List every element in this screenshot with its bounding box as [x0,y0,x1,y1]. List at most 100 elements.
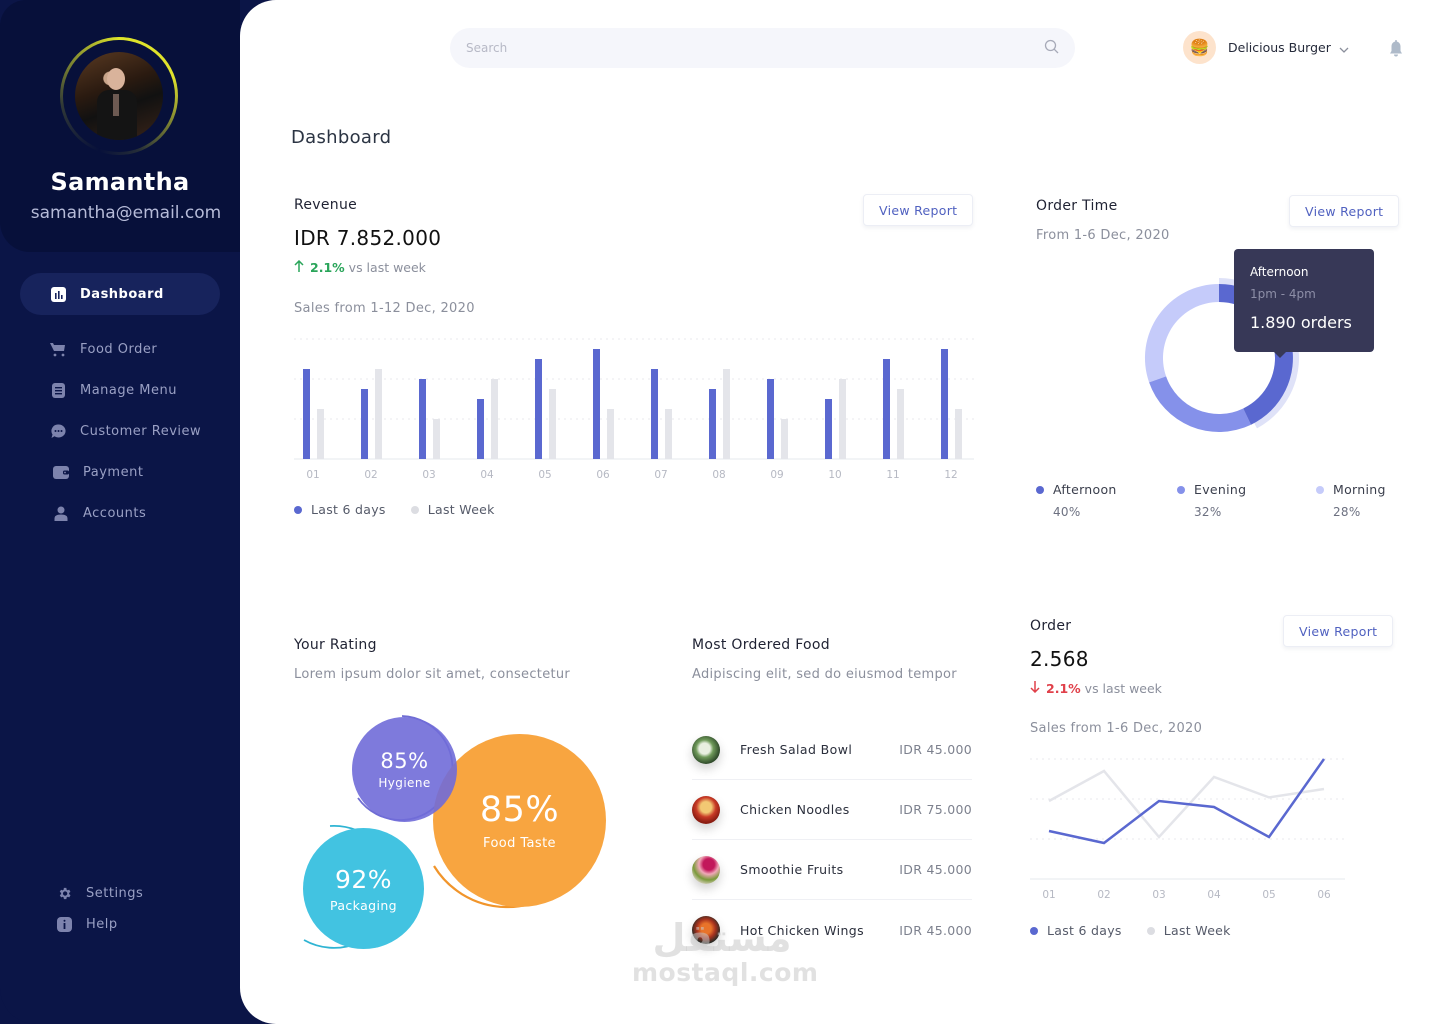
bar [767,379,774,459]
sidebar-item-label: Manage Menu [80,382,177,398]
svg-text:02: 02 [364,469,377,481]
bar [549,389,556,459]
bar [433,419,440,459]
revenue-change: 2.1% [310,260,345,275]
search-bar [450,28,1075,68]
legend-label: Afternoon [1053,482,1117,497]
bar [303,369,310,459]
legend-label: Last 6 days [1047,923,1122,938]
revenue-card: Revenue IDR 7.852.000 2.1% vs last week … [294,194,974,525]
rating-bubble-food-taste: 85% Food Taste [433,734,606,907]
order-view-report-button[interactable]: View Report [1283,615,1394,647]
sidebar-item-food-order[interactable]: Food Order [20,329,220,369]
search-input[interactable] [466,41,1044,55]
most-ordered-subtitle: Adipiscing elit, sed do eiusmod tempor [692,667,957,682]
chart-bars [303,349,962,459]
legend-dot-last-week [1146,926,1155,935]
rating-subtitle: Lorem ipsum dolor sit amet, consectetur [294,667,571,682]
legend-dot [1316,486,1324,494]
legend-dot-last-6-days [294,505,302,514]
profile-email: samantha@email.com [30,203,222,223]
bar [477,399,484,459]
revenue-subtitle: Sales from 1-12 Dec, 2020 [294,301,475,316]
sidebar-item-manage-menu[interactable]: Manage Menu [20,370,220,410]
food-list-item[interactable]: Fresh Salad Bowl IDR 45.000 [692,720,972,780]
smoothie-fruits-image [692,855,720,884]
order-time-title: Order Time [1036,198,1118,214]
legend-label: Morning [1333,482,1386,497]
tooltip-label: Afternoon [1250,265,1309,279]
restaurant-name: Delicious Burger [1228,40,1331,55]
rating-card: Your Rating Lorem ipsum dolor sit amet, … [294,636,624,976]
page-title: Dashboard [291,127,392,148]
legend-label: Evening [1194,482,1247,497]
revenue-amount: IDR 7.852.000 [294,226,442,250]
bar [839,379,846,459]
gear-icon [56,886,72,902]
revenue-bar-chart: 01 02 03 04 05 06 07 08 09 10 11 12 [294,338,974,481]
bar [941,349,948,459]
food-list-item[interactable]: Hot Chicken Wings IDR 45.000 [692,900,972,960]
food-name: Smoothie Fruits [740,862,844,877]
sidebar-item-payment[interactable]: Payment [20,452,220,492]
bar [651,369,658,459]
rating-title: Your Rating [294,637,377,653]
chart-gridlines [294,338,974,460]
order-time-subtitle: From 1-6 Dec, 2020 [1036,228,1170,243]
svg-text:06: 06 [1317,889,1331,901]
tooltip-range: 1pm - 4pm [1250,287,1316,301]
line-last-6-days [1048,758,1326,845]
revenue-legend: Last 6 days Last Week [294,502,495,517]
legend-item-afternoon: Afternoon 40% [1036,482,1117,519]
restaurant-selector[interactable]: 🍔 Delicious Burger [1183,31,1349,64]
order-time-view-report-button[interactable]: View Report [1289,195,1400,227]
chart-x-axis-labels: 01 02 03 04 05 06 [1042,889,1331,901]
order-change: 2.1% [1046,681,1081,696]
revenue-trend: 2.1% vs last week [294,259,426,275]
rating-value: 85% [380,749,429,773]
sidebar-item-label: Dashboard [80,286,164,302]
food-name: Chicken Noodles [740,802,850,817]
food-price: IDR 75.000 [899,802,972,817]
search-icon[interactable] [1044,39,1059,58]
profile-name: Samantha [50,168,190,196]
bar [897,389,904,459]
tooltip-value: 1.890 orders [1250,313,1352,332]
bar [723,369,730,459]
user-icon [53,505,69,521]
sidebar-item-help[interactable]: Help [20,909,220,940]
order-time-tooltip: Afternoon 1pm - 4pm 1.890 orders [1234,249,1374,358]
bar [825,399,832,459]
legend-value: 32% [1194,505,1222,519]
food-list-item[interactable]: Chicken Noodles IDR 75.000 [692,780,972,840]
chat-bubble-icon [50,423,66,439]
sidebar-item-dashboard[interactable]: Dashboard [20,273,220,315]
bar-chart-icon [50,286,66,302]
sidebar-bottom-nav: Settings Help [20,878,220,940]
order-legend: Last 6 days Last Week [1030,923,1231,938]
bar [781,419,788,459]
bar [955,409,962,459]
legend-label: Last Week [427,502,495,517]
revenue-view-report-button[interactable]: View Report [863,194,974,226]
svg-text:10: 10 [828,469,841,481]
order-amount: 2.568 [1030,647,1089,671]
rating-bubble-packaging: 92% Packaging [303,828,424,949]
food-list-item[interactable]: Smoothie Fruits IDR 45.000 [692,840,972,900]
sidebar-item-label: Food Order [80,341,158,357]
bar [535,359,542,459]
avatar[interactable] [75,52,163,140]
order-line-chart: 01 02 03 04 05 06 [1030,758,1345,901]
sidebar: Samantha samantha@email.com Dashboard Fo… [0,0,240,1024]
sidebar-item-label: Customer Review [80,423,202,439]
sidebar-item-label: Settings [86,886,144,901]
order-change-suffix: vs last week [1084,681,1162,696]
bar [607,409,614,459]
sidebar-item-accounts[interactable]: Accounts [20,493,220,533]
sidebar-item-settings[interactable]: Settings [20,878,220,909]
sidebar-item-customer-review[interactable]: Customer Review [20,411,220,451]
bar [419,379,426,459]
legend-dot-last-week [410,505,419,514]
notification-bell-icon[interactable] [1389,40,1403,62]
sidebar-nav: Dashboard Food Order Manage Menu Custome… [20,273,220,534]
